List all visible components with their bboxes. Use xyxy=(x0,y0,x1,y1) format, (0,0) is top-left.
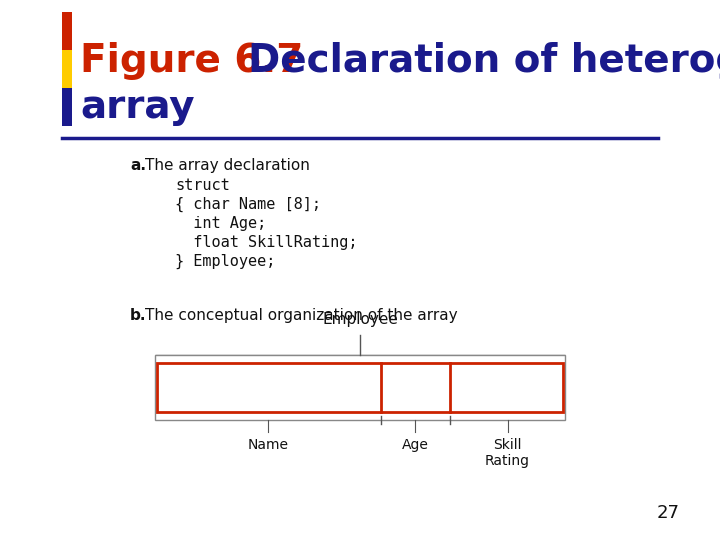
Text: float SkillRating;: float SkillRating; xyxy=(175,235,358,250)
Bar xyxy=(62,50,72,88)
Text: b.: b. xyxy=(130,308,146,323)
Bar xyxy=(62,12,72,50)
Text: Age: Age xyxy=(402,438,429,452)
Bar xyxy=(155,355,565,420)
Text: Employee: Employee xyxy=(322,312,398,327)
Text: Declaration of heterogeneous: Declaration of heterogeneous xyxy=(248,42,720,80)
Text: Figure 6.7: Figure 6.7 xyxy=(80,42,303,80)
Text: 27: 27 xyxy=(657,504,680,522)
Bar xyxy=(157,363,563,412)
Bar xyxy=(62,88,72,126)
Text: { char Name [8];: { char Name [8]; xyxy=(175,197,321,212)
Text: array: array xyxy=(80,88,194,126)
Text: a.: a. xyxy=(130,158,146,173)
Text: int Age;: int Age; xyxy=(175,216,266,231)
Text: } Employee;: } Employee; xyxy=(175,254,275,269)
Text: Name: Name xyxy=(247,438,288,452)
Text: The array declaration: The array declaration xyxy=(145,158,310,173)
Text: Skill
Rating: Skill Rating xyxy=(485,438,530,468)
Text: struct: struct xyxy=(175,178,230,193)
Text: The conceptual organization of the array: The conceptual organization of the array xyxy=(145,308,458,323)
